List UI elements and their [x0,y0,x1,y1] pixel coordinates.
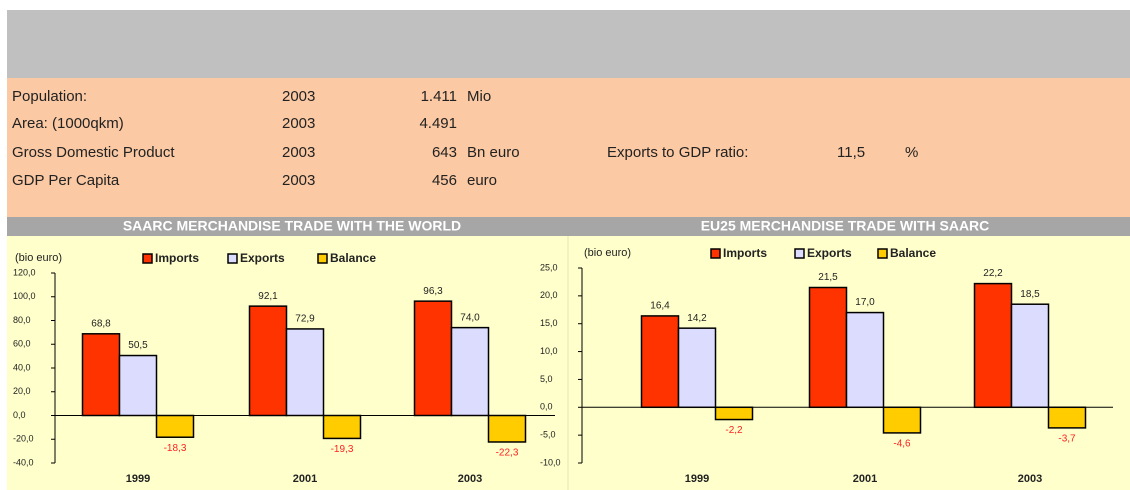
bar [155,414,195,438]
info-label: Population: [12,88,87,105]
legend-swatch [142,253,153,264]
x-tick-label: 2001 [853,473,877,485]
info-label: Gross Domestic Product [12,144,175,161]
value-label: 72,9 [295,314,315,325]
title-bar [7,217,1130,236]
bar [882,406,922,434]
chart-title: SAARC MERCHANDISE TRADE WITH THE WORLD [123,218,461,234]
value-label: 68,8 [91,318,111,329]
value-label: -19,3 [331,444,354,455]
bar [285,328,325,417]
legend-swatch [877,248,888,259]
bar [322,414,362,440]
legend-swatch [794,248,805,259]
y-tick-label: 10,0 [540,346,558,356]
x-tick-label: 2003 [1018,473,1042,485]
top-band [7,10,1130,78]
ratio-value: 11,5 [837,144,865,161]
legend-label: Imports [155,251,199,265]
bar [845,311,885,409]
bar [487,414,527,443]
x-tick-label: 1999 [685,473,709,485]
bar [248,305,288,417]
legend-label: Exports [807,246,852,260]
value-label: 16,4 [650,301,670,312]
info-unit: Bn euro [467,144,520,161]
x-tick-label: 1999 [126,473,150,485]
bar [640,315,680,409]
bar [677,327,717,409]
info-value: 456 [432,172,457,189]
legend-swatch [710,248,721,259]
legend-label: Imports [723,246,767,260]
value-label: 22,2 [983,268,1003,279]
info-value: 643 [432,144,457,161]
y-tick-label: -10,0 [540,457,561,467]
bar [973,282,1013,409]
y-tick-label: 20,0 [540,290,558,300]
info-label: GDP Per Capita [12,172,120,189]
bar [1010,303,1050,409]
value-label: -3,7 [1058,434,1076,445]
value-label: -18,3 [164,443,187,454]
chart-title: EU25 MERCHANDISE TRADE WITH SAARC [701,218,990,234]
x-tick-label: 2003 [458,473,482,485]
x-tick-label: 2001 [293,473,317,485]
ratio-label: Exports to GDP ratio: [607,144,748,161]
bar [714,406,754,421]
info-unit: euro [467,172,497,189]
y-axis-label: (bio euro) [584,247,631,259]
legend-label: Balance [330,251,376,265]
legend-label: Balance [890,246,936,260]
info-unit: Mio [467,88,491,105]
value-label: 92,1 [258,291,278,302]
info-panel [7,78,1130,217]
info-year: 2003 [282,115,315,132]
y-tick-label: -5,0 [540,430,556,440]
y-axis-label: (bio euro) [15,252,62,264]
value-label: 21,5 [818,272,838,283]
y-tick-label: 20,0 [13,386,31,396]
y-tick-label: 80,0 [13,315,31,325]
y-tick-label: 15,0 [540,318,558,328]
y-tick-label: 120,0 [13,267,36,277]
bar [808,286,848,409]
value-label: 96,3 [423,286,443,297]
value-label: 50,5 [128,340,148,351]
y-tick-label: -20,0 [13,434,34,444]
y-tick-label: 0,0 [540,402,553,412]
value-label: 17,0 [855,297,875,308]
bar [413,300,453,417]
legend-label: Exports [240,251,285,265]
info-label: Area: (1000qkm) [12,115,124,132]
y-tick-label: 100,0 [13,291,36,301]
y-tick-label: 0,0 [13,410,26,420]
info-year: 2003 [282,172,315,189]
info-value: 1.411 [421,88,457,105]
bar [118,354,158,417]
bar [1047,406,1087,429]
value-label: -2,2 [725,425,743,436]
value-label: 18,5 [1020,289,1040,300]
value-label: -22,3 [496,448,519,459]
y-tick-label: -40,0 [13,457,34,467]
value-label: 14,2 [687,313,707,324]
bar [450,326,490,417]
y-tick-label: 5,0 [540,374,553,384]
legend-swatch [227,253,238,264]
value-label: -4,6 [893,439,911,450]
bar [81,333,121,417]
y-tick-label: 60,0 [13,339,31,349]
value-label: 74,0 [460,312,480,323]
info-value: 4.491 [419,115,457,132]
y-tick-label: 40,0 [13,362,31,372]
info-year: 2003 [282,144,315,161]
legend-swatch [317,253,328,264]
info-year: 2003 [282,88,315,105]
y-tick-label: 25,0 [540,262,558,272]
ratio-unit: % [905,144,918,161]
